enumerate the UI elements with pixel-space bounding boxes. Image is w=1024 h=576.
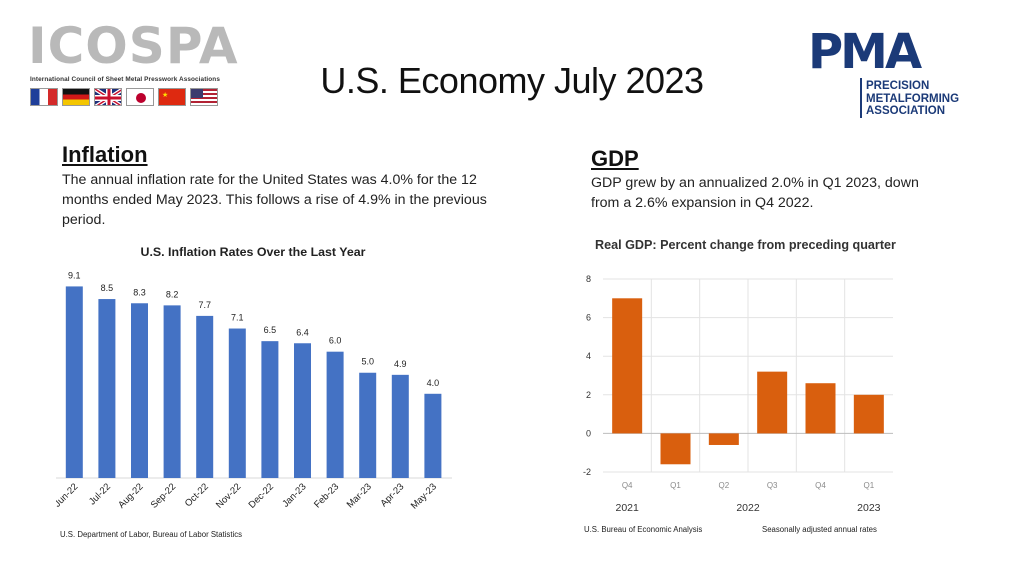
- gdp-quarter-label: Q1: [670, 481, 681, 490]
- inflation-bar: [196, 315, 214, 478]
- gdp-chart: 8 6 4 2 0 -2 Q4 Q1 Q2 Q3 Q4 Q1 2021 2022 2023: [583, 274, 893, 514]
- icospa-logo: ICOSPA International Council of Sheet Me…: [28, 17, 239, 110]
- inflation-tick-label: Nov-22: [214, 481, 243, 510]
- pma-logo-divider: [860, 78, 862, 118]
- inflation-tick-label: Feb-23: [312, 481, 341, 510]
- inflation-tick-label: Jul-22: [87, 481, 113, 507]
- svg-text:★: ★: [162, 91, 168, 99]
- inflation-data-label: 7.7: [198, 300, 211, 310]
- inflation-bar: [424, 393, 442, 478]
- gdp-year-label: 2022: [736, 502, 760, 514]
- usa-flag-icon: [190, 88, 218, 106]
- gdp-y-tick-label: 4: [586, 351, 591, 361]
- gdp-quarter-label: Q1: [863, 481, 874, 490]
- inflation-tick-label: Oct-22: [183, 481, 211, 509]
- inflation-bar: [294, 343, 311, 478]
- gdp-bar: [853, 394, 884, 434]
- france-flag-icon: [30, 88, 58, 106]
- gdp-y-tick-label: -2: [583, 467, 591, 477]
- gdp-year-label: 2021: [615, 502, 639, 514]
- inflation-tick-label: Apr-23: [378, 481, 406, 509]
- gdp-year-label: 2023: [857, 502, 881, 514]
- inflation-tick-label: Dec-22: [247, 481, 276, 510]
- pma-logo-text: PMA: [808, 24, 922, 80]
- gdp-source-note: Seasonally adjusted annual rates: [762, 525, 877, 534]
- gdp-source: U.S. Bureau of Economic Analysis: [584, 525, 703, 534]
- gdp-quarter-label: Q3: [767, 481, 778, 490]
- inflation-chart: 9.1 Jun-22 8.5 Jul-22 8.3 Aug-22 8.2 Sep-22 7.7 O…: [56, 270, 452, 512]
- inflation-heading: Inflation: [62, 142, 148, 167]
- inflation-data-label: 8.5: [101, 283, 114, 293]
- pma-subtitle-line: METALFORMING: [866, 92, 960, 105]
- inflation-data-label: 9.1: [68, 270, 81, 280]
- icospa-logo-text: ICOSPA: [28, 17, 239, 75]
- inflation-bar: [65, 286, 83, 478]
- gdp-heading: GDP: [591, 146, 639, 171]
- gdp-chart-title: Real GDP: Percent change from preceding …: [595, 238, 896, 252]
- gdp-y-tick-label: 6: [586, 313, 591, 323]
- icospa-subtitle: International Council of Sheet Metal Pre…: [30, 76, 220, 83]
- inflation-tick-label: Jun-22: [56, 481, 80, 509]
- pma-subtitle: PRECISION METALFORMING ASSOCIATION: [866, 80, 959, 118]
- page-title: U.S. Economy July 2023: [320, 60, 704, 101]
- inflation-chart-title: U.S. Inflation Rates Over the Last Year: [140, 245, 366, 259]
- gdp-bar: [757, 371, 788, 434]
- inflation-tick-label: Mar-23: [345, 481, 374, 510]
- gdp-quarter-label: Q4: [815, 481, 826, 490]
- gdp-y-tick-label: 0: [586, 428, 591, 438]
- inflation-tick-label: May-23: [409, 481, 439, 511]
- inflation-bar: [261, 341, 279, 478]
- inflation-text: The annual inflation rate for the United…: [62, 172, 487, 228]
- inflation-tick-label: Sep-22: [149, 481, 178, 510]
- inflation-data-label: 6.0: [329, 336, 342, 346]
- gdp-y-tick-label: 2: [586, 390, 591, 400]
- pma-subtitle-line: PRECISION: [866, 80, 930, 92]
- japan-flag-icon: [126, 88, 154, 106]
- gdp-text: GDP grew by an annualized 2.0% in Q1 202…: [591, 175, 919, 211]
- gdp-bar: [660, 433, 691, 465]
- inflation-tick-label: Aug-22: [116, 481, 145, 510]
- inflation-bar: [326, 351, 344, 478]
- gdp-quarter-label: Q4: [622, 481, 633, 490]
- gdp-quarter-label: Q2: [718, 481, 729, 490]
- germany-flag-icon: [62, 88, 90, 106]
- china-flag-icon: ★: [158, 88, 186, 106]
- gdp-bar: [805, 383, 836, 434]
- gdp-bar: [708, 433, 739, 445]
- inflation-data-label: 6.5: [264, 325, 277, 335]
- pma-logo: PMA PRECISION METALFORMING ASSOCIATION: [808, 26, 978, 118]
- inflation-bar: [359, 372, 377, 478]
- inflation-bar: [228, 328, 246, 478]
- inflation-bar: [131, 303, 148, 478]
- inflation-data-label: 8.2: [166, 289, 179, 299]
- pma-subtitle-line: ASSOCIATION: [866, 105, 946, 117]
- inflation-source: U.S. Department of Labor, Bureau of Labo…: [60, 530, 243, 539]
- flag-row: ★: [30, 88, 218, 106]
- inflation-bar: [163, 305, 181, 478]
- inflation-bar: [98, 299, 116, 478]
- inflation-data-label: 4.0: [427, 378, 440, 388]
- gdp-bar: [612, 298, 643, 434]
- inflation-data-label: 4.9: [394, 359, 407, 369]
- inflation-data-label: 5.0: [361, 357, 374, 367]
- uk-flag-icon: [94, 88, 122, 106]
- gdp-y-tick-label: 8: [586, 274, 591, 284]
- inflation-tick-label: Jan-23: [280, 481, 308, 509]
- inflation-data-label: 8.3: [133, 287, 146, 297]
- inflation-data-label: 7.1: [231, 313, 244, 323]
- inflation-data-label: 6.4: [296, 327, 309, 337]
- inflation-bar: [391, 374, 409, 478]
